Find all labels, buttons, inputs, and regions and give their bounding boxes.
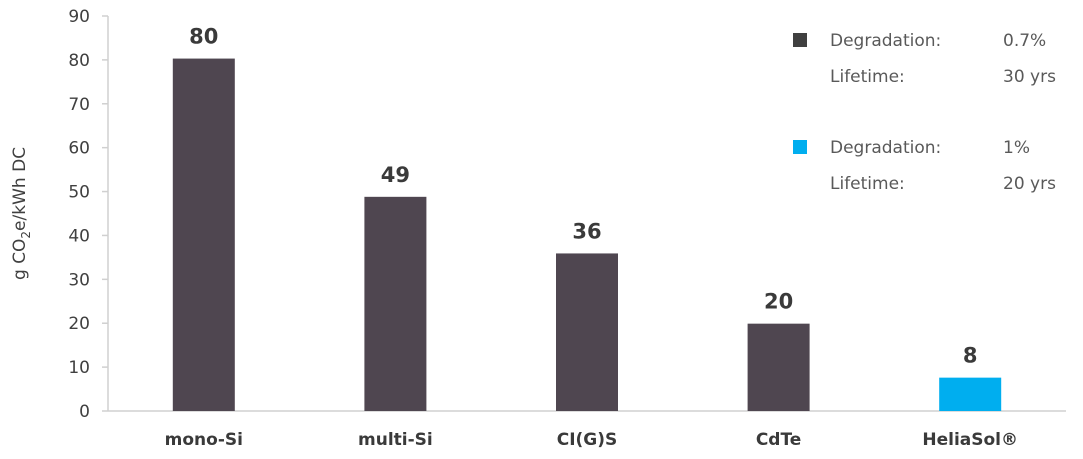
bar-heliasol [939,377,1002,411]
legend-label-degradation: Degradation: [830,138,941,158]
y-tick-label: 90 [68,7,90,27]
legend-swatch [793,140,807,154]
y-axis: 0 10 20 30 40 50 60 70 80 90 [68,7,1066,422]
y-tick-label: 10 [68,358,90,378]
x-tick-label: mono-Si [165,430,243,450]
legend-value-lifetime: 30 yrs [1003,67,1056,87]
y-tick-label: 40 [68,226,90,246]
y-axis-title-subscript: 2 [19,231,33,239]
legend-label-lifetime: Lifetime: [830,67,905,87]
y-tick-label: 50 [68,183,90,203]
y-axis-title-prefix: g CO [10,239,30,280]
legend: Degradation: 0.7% Lifetime: 30 yrs Degradati… [793,31,1056,194]
y-tick-label: 30 [68,270,90,290]
bar-ci-g-s [556,253,618,411]
legend-swatch [793,33,807,47]
y-tick-label: 60 [68,139,90,159]
legend-value-lifetime: 20 yrs [1003,174,1056,194]
data-label: 8 [963,344,978,368]
x-tick-label: CI(G)S [557,430,618,450]
y-tick-label: 0 [79,402,90,422]
y-axis-title-suffix: e/kWh DC [10,147,30,231]
data-label: 36 [572,219,601,243]
legend-value-degradation: 0.7% [1003,31,1046,51]
legend-value-degradation: 1% [1003,138,1030,158]
data-label: 80 [189,25,218,49]
bar-multi-si [364,196,427,411]
bar-cdte [747,323,810,411]
y-tick-label: 70 [68,95,90,115]
y-tick-label: 80 [68,51,90,71]
x-tick-label: multi-Si [358,430,433,450]
y-tick-label: 20 [68,314,90,334]
bars: 80 mono-Si 49 multi-Si 36 CI(G)S 20 CdTe 8 HeliaS… [165,25,1018,450]
y-axis-title: g CO2e/kWh DC [10,147,33,280]
bar-mono-si [172,58,235,411]
data-label: 49 [381,163,410,187]
x-tick-label: CdTe [756,430,802,450]
x-tick-label: HeliaSol® [922,430,1018,450]
data-label: 20 [764,290,793,314]
legend-label-degradation: Degradation: [830,31,941,51]
y-axis-label: g CO2e/kWh DC [10,147,33,280]
legend-label-lifetime: Lifetime: [830,174,905,194]
